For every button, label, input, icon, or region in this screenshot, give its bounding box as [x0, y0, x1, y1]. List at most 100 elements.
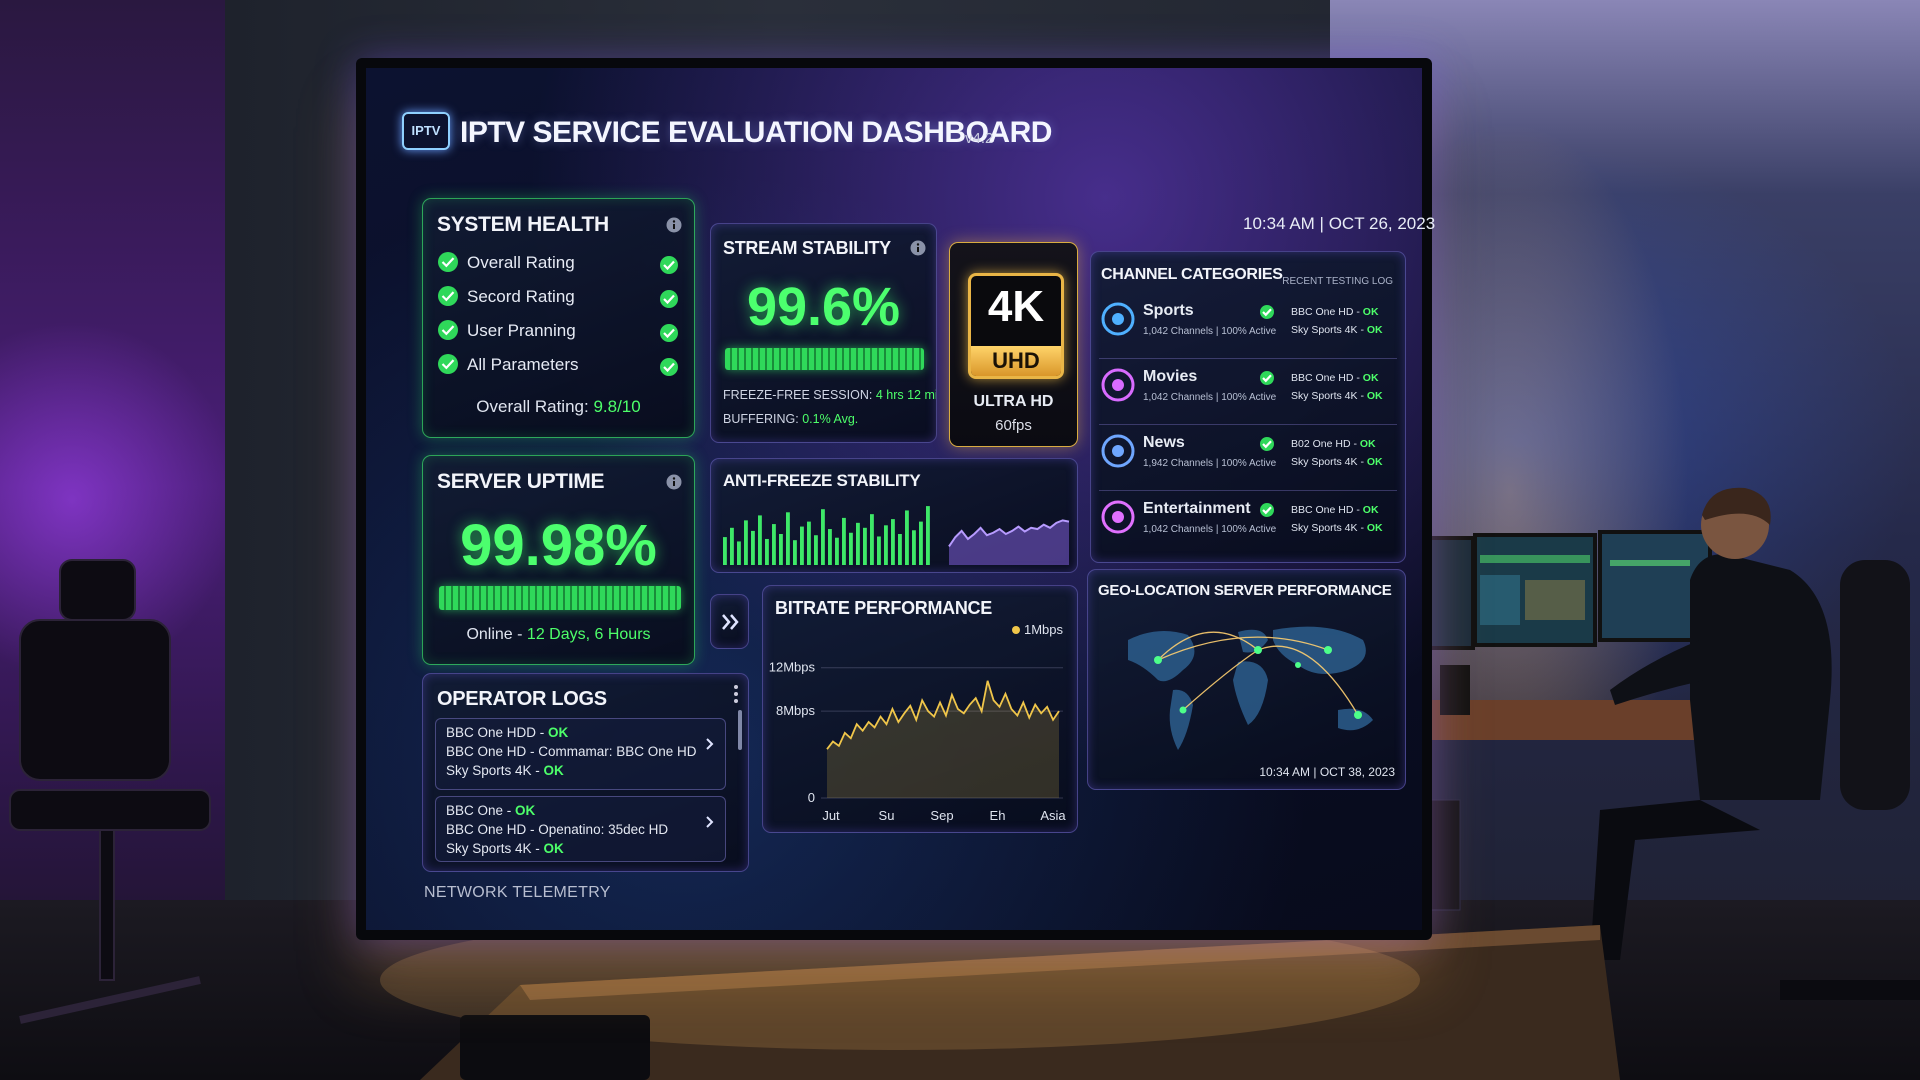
health-item: Overall Rating — [467, 253, 575, 272]
log-entry: BBC One HDD - OK BBC One HD - Commamar: B… — [435, 718, 726, 790]
log-line: BBC One - OK — [446, 803, 535, 818]
menu-dots[interactable] — [732, 684, 740, 704]
log-line: Sky Sports 4K - OK — [446, 841, 564, 856]
icon-core — [1112, 511, 1124, 523]
freeze-value: 4 hrs 12 mins — [875, 388, 937, 402]
category-name: Entertainment — [1143, 500, 1251, 517]
freeze-bar — [926, 506, 930, 565]
online-value: 12 Days, 6 Hours — [526, 626, 651, 643]
check-tick — [1262, 506, 1272, 515]
row-separator — [1099, 424, 1397, 425]
bitrate-chart: 0 8Mbps 12Mbps Jut Su Sep Eh Asia — [769, 660, 1067, 823]
check-icon — [438, 252, 458, 272]
check-icon — [660, 256, 678, 274]
server-uptime-card: SERVER UPTIME 99.98% Online - 12 Days, 6… — [422, 455, 695, 665]
card-title: ANTI-FREEZE STABILITY — [723, 471, 921, 490]
freeze-bar — [849, 532, 853, 565]
log-text: BBC One HD - — [1291, 306, 1363, 318]
freeze-bar — [835, 537, 839, 565]
log-line: Sky Sports 4K - OK — [1291, 390, 1383, 402]
check-icon — [660, 358, 678, 376]
legend-dot — [1011, 626, 1020, 634]
info-icon — [666, 217, 682, 233]
x-tick-label: Asia — [1040, 808, 1066, 823]
log-entry: BBC One - OK BBC One HD - Openatino: 35de… — [435, 796, 726, 862]
dashboard-title: IPTV SERVICE EVALUATION DASHBOARD — [460, 116, 1052, 149]
check-circle — [438, 354, 458, 374]
log-line: BBC One HD - OK — [1291, 306, 1379, 318]
uptime-bar — [439, 586, 681, 610]
category-name: News — [1143, 434, 1185, 451]
version: v4.2 — [965, 130, 994, 147]
person — [1590, 487, 1920, 1000]
check-icon — [1260, 305, 1274, 319]
stability-value: 99.6% — [746, 277, 901, 337]
expand-button[interactable] — [710, 594, 749, 649]
log-text: Sky Sports 4K - — [446, 763, 544, 778]
category-stats: 1,042 Channels | 100% Active — [1143, 524, 1277, 535]
wave-area — [949, 520, 1069, 565]
health-item: All Parameters — [467, 355, 579, 374]
category-name: Sports — [1143, 302, 1194, 319]
category-icon — [1101, 500, 1135, 534]
buffering-value: 0.1% Avg. — [802, 412, 859, 426]
check-tick — [663, 328, 675, 339]
check-tick — [1262, 440, 1272, 449]
footer: NETWORK TELEMETRY — [424, 884, 611, 901]
uhd-label: ULTRA HD — [973, 393, 1054, 410]
world-map — [1128, 626, 1373, 750]
check-icon — [438, 320, 458, 340]
check-circle — [660, 290, 678, 308]
log-text: BBC One HD - — [1291, 504, 1363, 516]
freeze-bar — [828, 529, 832, 565]
info-bar — [673, 224, 675, 229]
logo: IPTV — [402, 112, 450, 150]
wave-line — [948, 519, 1070, 547]
freeze-bar — [919, 521, 923, 565]
freeze-bar — [779, 534, 783, 565]
log-text: BBC One HD - — [1291, 372, 1363, 384]
check-icon — [660, 324, 678, 342]
log-status: OK — [515, 803, 536, 818]
operator-logs-card: OPERATOR LOGS BBC One HDD - OK BBC One HD… — [422, 673, 749, 872]
freeze-bar — [793, 540, 797, 565]
icon-core — [1112, 379, 1124, 391]
freeze-bar — [772, 524, 776, 565]
anti-freeze-card: ANTI-FREEZE STABILITY — [710, 458, 1078, 573]
x-tick-label: Sep — [930, 808, 953, 823]
geo-timestamp: 10:34 AM | OCT 38, 2023 — [1259, 765, 1395, 779]
info-dot — [672, 220, 676, 223]
info-dot — [672, 477, 676, 480]
x-tick-label: Eh — [990, 808, 1006, 823]
chevron — [706, 738, 714, 750]
freeze-bar — [863, 527, 867, 565]
health-item: User Pranning — [467, 321, 576, 340]
y-tick-label: 8Mbps — [776, 703, 816, 718]
log-line: Sky Sports 4K - OK — [1291, 522, 1383, 534]
check-icon — [1260, 437, 1274, 451]
card-title: BITRATE PERFORMANCE — [775, 598, 992, 618]
uhd-fps: 60fps — [995, 417, 1032, 434]
freeze-bar — [800, 526, 804, 565]
freeze-bar — [905, 510, 909, 565]
freeze-bar — [786, 512, 790, 565]
check-tick — [663, 362, 675, 373]
log-status: OK — [1366, 390, 1383, 402]
freeze-bar — [723, 537, 727, 565]
stream-stability-card: STREAM STABILITY 99.6% FREEZE-FREE SESSI… — [710, 223, 937, 443]
freeze-bar — [807, 521, 811, 565]
log-line: Sky Sports 4K - OK — [446, 763, 564, 778]
chevron-path — [706, 816, 714, 828]
x-tick-label: Su — [879, 808, 895, 823]
card-title: STREAM STABILITY — [723, 238, 891, 258]
freeze-bar — [765, 538, 769, 565]
log-status: OK — [1362, 504, 1379, 516]
geo-card: GEO-LOCATION SERVER PERFORMANCE 10:34 AM… — [1087, 569, 1406, 790]
info-bar — [917, 247, 919, 252]
freeze-bar — [877, 536, 881, 565]
row-separator — [1099, 490, 1397, 491]
card-title: OPERATOR LOGS — [437, 688, 607, 710]
scrollbar[interactable] — [738, 710, 742, 750]
